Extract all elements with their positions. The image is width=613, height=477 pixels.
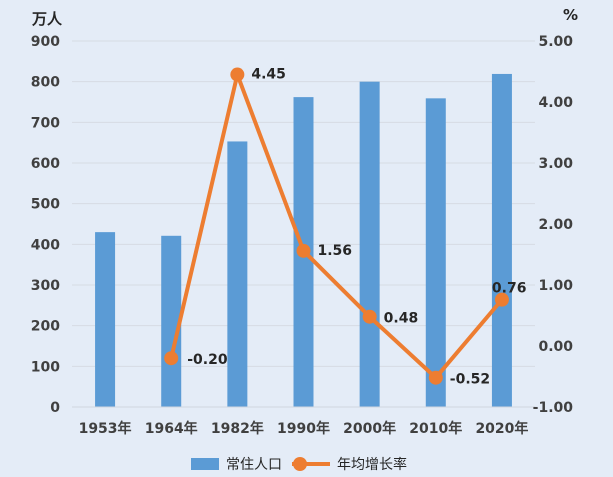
line-series-growth-rate: -0.20 4.45 1.56 0.48 -0.52 0.76 <box>164 67 526 388</box>
data-label: -0.52 <box>450 372 490 388</box>
bar <box>161 235 182 407</box>
bar <box>227 141 248 408</box>
y-left-tick-label: 800 <box>31 75 60 91</box>
y-left-unit: 万人 <box>31 10 63 28</box>
y-right-unit: % <box>563 6 578 24</box>
y-left-tick-label: 500 <box>31 197 60 213</box>
y-right-tick-label: 3.00 <box>538 156 573 172</box>
y-right-tick-label: 0.00 <box>538 339 573 355</box>
y-right-tick-label: 2.00 <box>538 217 573 233</box>
data-label: 4.45 <box>251 67 286 83</box>
bar <box>425 98 446 407</box>
axes: 0 100 200 300 400 500 600 700 800 900 -1.00 0.00 1.0… <box>31 6 578 437</box>
y-left-tick-label: 600 <box>31 156 60 172</box>
x-tick-label: 1964年 <box>145 420 198 437</box>
line-point <box>362 309 377 324</box>
y-left-tick-label: 700 <box>31 115 60 131</box>
x-tick-label: 2010年 <box>409 420 462 437</box>
y-left-tick-label: 0 <box>50 400 60 416</box>
y-right-tick-label: 1.00 <box>538 278 573 294</box>
legend-label-line: 年均增长率 <box>337 456 407 473</box>
x-tick-label: 2000年 <box>343 420 396 437</box>
legend-swatch-bar <box>191 458 219 470</box>
bar <box>95 232 116 407</box>
line-point <box>494 292 509 307</box>
data-label: 0.48 <box>384 311 419 327</box>
bar-series-population <box>95 73 512 408</box>
line-point <box>164 351 179 366</box>
x-tick-label: 2020年 <box>475 420 528 437</box>
data-label: 1.56 <box>318 243 353 259</box>
y-left-tick-label: 300 <box>31 278 60 294</box>
y-left-tick-label: 400 <box>31 237 60 253</box>
y-left-tick-label: 100 <box>31 359 60 375</box>
y-right-tick-label: -1.00 <box>533 400 574 416</box>
legend: 常住人口 年均增长率 <box>191 456 407 473</box>
y-right-tick-label: 4.00 <box>538 95 573 111</box>
y-left-tick-label: 200 <box>31 319 60 335</box>
y-right-tick-label: 5.00 <box>538 34 573 50</box>
growth-rate-line <box>169 72 504 380</box>
data-label: 0.76 <box>492 281 527 297</box>
x-tick-label: 1990年 <box>277 420 330 437</box>
y-left-tick-label: 900 <box>31 34 60 50</box>
legend-marker-line <box>293 457 307 471</box>
bar <box>359 81 380 408</box>
data-label: -0.20 <box>187 352 228 368</box>
line-point <box>428 370 443 385</box>
legend-label-bar: 常住人口 <box>226 457 282 473</box>
line-point <box>296 243 311 258</box>
line-point <box>230 67 245 82</box>
x-tick-label: 1953年 <box>79 420 132 437</box>
bar <box>491 73 512 407</box>
x-tick-label: 1982年 <box>211 420 264 437</box>
